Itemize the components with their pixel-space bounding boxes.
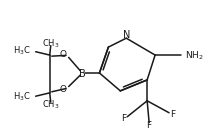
Text: H$_3$C: H$_3$C [13,91,31,103]
Text: B: B [79,69,86,79]
Text: H$_3$C: H$_3$C [13,45,31,57]
Text: F: F [122,114,127,123]
Text: CH$_3$: CH$_3$ [42,98,59,111]
Text: F: F [147,121,152,130]
Text: N: N [123,30,130,40]
Text: F: F [170,110,175,119]
Text: NH$_2$: NH$_2$ [185,49,204,62]
Text: O: O [59,50,67,59]
Text: O: O [59,85,67,94]
Text: CH$_3$: CH$_3$ [42,37,59,50]
